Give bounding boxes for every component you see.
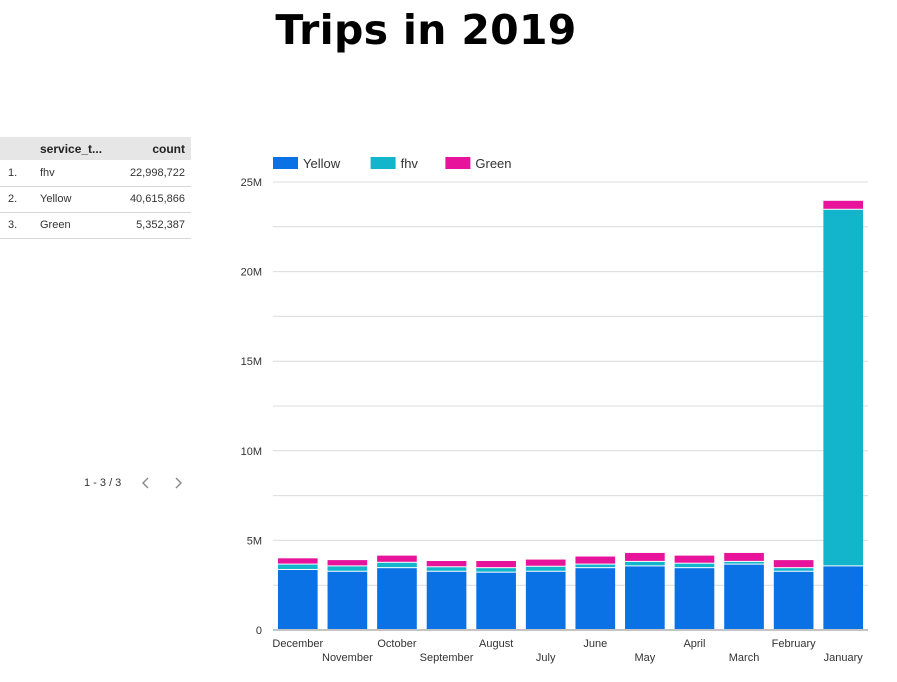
bar-green-june [575, 556, 616, 564]
y-tick-label: 25M [241, 177, 262, 189]
legend-label-green: Green [475, 156, 511, 171]
row-count: 22,998,722 [129, 166, 185, 179]
table-row: 1. fhv 22,998,722 [0, 160, 191, 186]
x-tick-label: May [634, 652, 655, 664]
x-tick-label: October [377, 638, 416, 650]
x-tick-label: December [272, 638, 323, 650]
bar-fhv-november [327, 566, 368, 571]
bar-yellow-august [476, 572, 516, 629]
bar-green-may [625, 552, 665, 561]
bar-green-february [773, 560, 814, 568]
bar-yellow-november [327, 571, 368, 629]
bar-green-november [327, 560, 368, 566]
legend-swatch-fhv [370, 157, 396, 169]
row-service: Yellow [40, 193, 72, 205]
x-tick-label: August [479, 638, 513, 650]
count-header[interactable]: count [152, 141, 185, 156]
x-tick-label: March [729, 652, 760, 664]
x-tick-label: January [824, 652, 864, 664]
y-tick-label: 0 [256, 625, 262, 637]
bar-yellow-march [724, 564, 764, 629]
row-count: 5,352,387 [136, 219, 185, 231]
bar-green-october [377, 555, 417, 562]
bar-fhv-april [674, 563, 715, 568]
bar-fhv-september [426, 567, 467, 571]
table-row: 3. Green 5,352,387 [0, 212, 191, 238]
table-header-row: service_t... count [0, 137, 191, 160]
chevron-right-icon[interactable] [171, 476, 185, 490]
table-row: 2. Yellow 40,615,866 [0, 186, 191, 212]
chevron-left-icon[interactable] [139, 476, 153, 490]
legend-swatch-yellow [273, 157, 298, 169]
row-service: Green [40, 219, 71, 231]
bar-fhv-december [277, 564, 318, 569]
bar-yellow-september [426, 571, 467, 629]
bar-green-december [277, 558, 318, 564]
x-tick-label: November [322, 652, 373, 664]
service-type-header[interactable]: service_t... [40, 141, 103, 156]
y-tick-label: 15M [241, 356, 262, 368]
bar-yellow-april [674, 568, 715, 629]
bar-fhv-february [773, 568, 814, 571]
x-tick-label: September [420, 652, 474, 664]
bar-fhv-june [575, 564, 616, 568]
stacked-bar-chart: 0 5M 10M 15M 20M 25M December November October Se… [241, 156, 868, 664]
bar-green-august [476, 561, 516, 568]
trips-table: service_t... count 1. fhv 22,998,722 2. … [0, 137, 191, 239]
bar-green-april [674, 555, 715, 563]
x-tick-label: February [772, 638, 817, 650]
y-tick-label: 10M [241, 446, 262, 458]
bar-yellow-january [823, 566, 864, 629]
bar-yellow-june [575, 568, 616, 629]
pagination-label: 1 - 3 / 3 [84, 477, 122, 489]
y-tick-label: 5M [247, 535, 262, 547]
bar-yellow-december [277, 569, 318, 629]
bar-fhv-may [625, 561, 665, 566]
bar-green-march [724, 552, 764, 561]
bar-fhv-august [476, 568, 516, 572]
table-pagination: 1 - 3 / 3 [84, 476, 185, 490]
row-index: 1. [8, 166, 18, 179]
bar-fhv-january [823, 209, 864, 566]
bar-green-july [525, 559, 566, 566]
legend-label-yellow: Yellow [303, 156, 341, 171]
bar-fhv-july [525, 566, 566, 571]
y-tick-label: 20M [241, 267, 262, 279]
bar-yellow-october [377, 568, 417, 629]
row-service: fhv [40, 166, 55, 179]
bar-green-january [823, 200, 864, 209]
x-tick-label: April [683, 638, 705, 650]
row-count: 40,615,866 [129, 193, 185, 205]
bar-green-september [426, 561, 467, 567]
bar-yellow-may [625, 566, 665, 629]
index-header [0, 137, 38, 160]
legend-label-fhv: fhv [401, 156, 419, 171]
bar-fhv-october [377, 562, 417, 568]
bar-yellow-february [773, 571, 814, 629]
x-tick-label: July [536, 652, 556, 664]
x-tick-label: June [583, 638, 607, 650]
row-index: 2. [8, 193, 18, 205]
bar-fhv-march [724, 561, 764, 564]
row-index: 3. [8, 219, 18, 231]
legend-swatch-green [445, 157, 471, 169]
page-title: Trips in 2019 [275, 6, 577, 54]
bar-yellow-july [525, 571, 566, 629]
